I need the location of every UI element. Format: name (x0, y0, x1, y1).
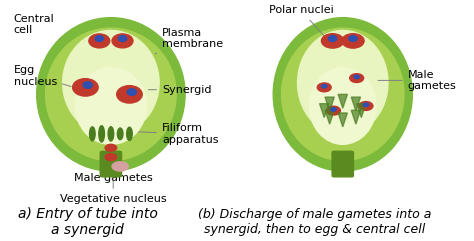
Text: Central
cell: Central cell (14, 14, 60, 40)
Polygon shape (351, 97, 361, 111)
Polygon shape (325, 110, 334, 124)
Ellipse shape (83, 82, 92, 88)
Ellipse shape (108, 127, 114, 141)
Ellipse shape (95, 36, 103, 41)
Ellipse shape (317, 83, 331, 92)
Ellipse shape (117, 86, 142, 103)
Ellipse shape (127, 127, 132, 141)
Text: Plasma
membrane: Plasma membrane (155, 28, 223, 54)
Ellipse shape (321, 85, 327, 88)
Text: a) Entry of tube into
a synergid: a) Entry of tube into a synergid (18, 207, 158, 237)
Ellipse shape (359, 101, 373, 110)
Ellipse shape (99, 126, 104, 142)
Ellipse shape (349, 36, 357, 41)
Text: (b) Discharge of male gametes into a
synergid, then to egg & central cell: (b) Discharge of male gametes into a syn… (198, 208, 432, 236)
Ellipse shape (112, 34, 133, 48)
Ellipse shape (105, 154, 117, 161)
Text: Polar nuclei: Polar nuclei (269, 5, 333, 37)
Ellipse shape (89, 34, 110, 48)
Ellipse shape (310, 68, 376, 144)
Ellipse shape (63, 30, 159, 135)
Ellipse shape (112, 162, 128, 171)
Text: Egg
nucleus: Egg nucleus (14, 65, 71, 87)
Ellipse shape (331, 108, 336, 111)
Ellipse shape (282, 28, 404, 161)
FancyBboxPatch shape (332, 151, 354, 177)
Polygon shape (325, 97, 334, 111)
Ellipse shape (105, 144, 117, 151)
Ellipse shape (321, 34, 344, 48)
Text: Male
gametes: Male gametes (378, 70, 456, 91)
Polygon shape (338, 113, 347, 127)
Ellipse shape (342, 34, 364, 48)
Polygon shape (351, 110, 361, 124)
FancyBboxPatch shape (100, 151, 121, 177)
Ellipse shape (118, 128, 123, 140)
Polygon shape (338, 94, 347, 108)
Text: Vegetative nucleus: Vegetative nucleus (60, 179, 166, 204)
Ellipse shape (90, 127, 95, 141)
Polygon shape (319, 104, 329, 118)
Ellipse shape (118, 36, 127, 41)
Ellipse shape (273, 18, 412, 171)
Ellipse shape (350, 74, 364, 82)
Ellipse shape (298, 30, 388, 135)
Text: Filiform
apparatus: Filiform apparatus (132, 123, 219, 145)
Ellipse shape (75, 68, 146, 144)
Ellipse shape (36, 18, 185, 171)
Ellipse shape (327, 106, 340, 115)
Ellipse shape (73, 79, 98, 96)
Ellipse shape (354, 75, 359, 79)
Text: Male gametes: Male gametes (74, 167, 153, 183)
Polygon shape (356, 104, 366, 118)
Ellipse shape (46, 28, 176, 161)
Text: Synergid: Synergid (148, 85, 211, 95)
Ellipse shape (328, 36, 337, 41)
Ellipse shape (127, 89, 137, 95)
Ellipse shape (363, 103, 369, 107)
